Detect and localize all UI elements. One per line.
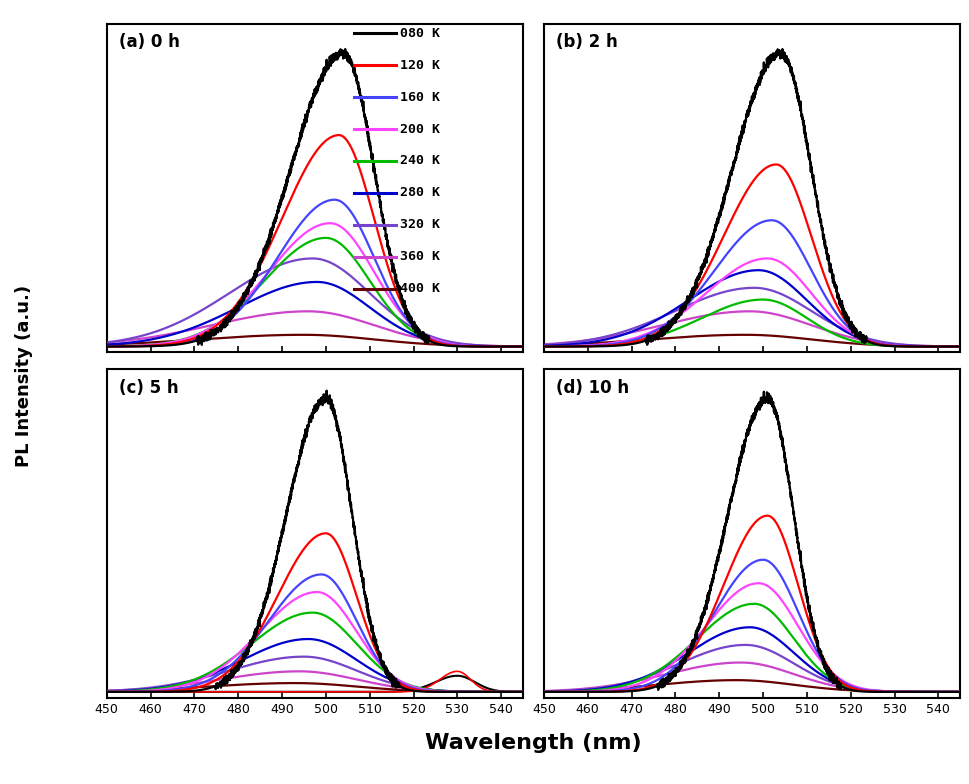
Text: (c) 5 h: (c) 5 h — [119, 379, 178, 397]
Text: 280 K: 280 K — [400, 187, 440, 199]
Text: Wavelength (nm): Wavelength (nm) — [424, 732, 641, 753]
Text: (a) 0 h: (a) 0 h — [119, 34, 180, 52]
Text: 240 K: 240 K — [400, 154, 440, 168]
Text: PL Intensity (a.u.): PL Intensity (a.u.) — [15, 285, 33, 467]
Text: 320 K: 320 K — [400, 218, 440, 231]
Text: (d) 10 h: (d) 10 h — [556, 379, 629, 397]
Text: 120 K: 120 K — [400, 59, 440, 72]
Text: 080 K: 080 K — [400, 27, 440, 40]
Text: 360 K: 360 K — [400, 250, 440, 263]
Text: 400 K: 400 K — [400, 282, 440, 295]
Text: 160 K: 160 K — [400, 91, 440, 103]
Text: 200 K: 200 K — [400, 122, 440, 136]
Text: (b) 2 h: (b) 2 h — [556, 34, 617, 52]
